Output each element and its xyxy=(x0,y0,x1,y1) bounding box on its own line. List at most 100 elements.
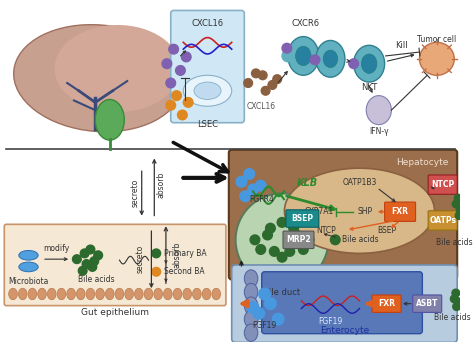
Circle shape xyxy=(73,255,81,263)
Ellipse shape xyxy=(296,46,311,66)
Circle shape xyxy=(244,169,255,179)
Circle shape xyxy=(273,75,282,84)
Ellipse shape xyxy=(194,82,221,100)
Circle shape xyxy=(236,193,328,286)
FancyBboxPatch shape xyxy=(262,272,422,334)
Ellipse shape xyxy=(125,288,134,300)
Circle shape xyxy=(152,249,161,258)
Text: FGF19: FGF19 xyxy=(253,321,277,330)
Circle shape xyxy=(285,247,295,256)
Ellipse shape xyxy=(37,288,46,300)
Text: ASBT: ASBT xyxy=(416,299,438,308)
Ellipse shape xyxy=(288,37,319,75)
Circle shape xyxy=(182,52,191,62)
Text: Hepatocyte: Hepatocyte xyxy=(396,158,448,167)
Circle shape xyxy=(458,202,466,210)
Text: secreto: secreto xyxy=(136,245,145,273)
Circle shape xyxy=(258,71,267,80)
Circle shape xyxy=(289,223,299,233)
Circle shape xyxy=(269,247,279,256)
Text: Primary BA: Primary BA xyxy=(164,249,207,258)
FancyBboxPatch shape xyxy=(384,202,416,221)
Ellipse shape xyxy=(47,288,56,300)
FancyBboxPatch shape xyxy=(232,265,457,342)
Text: CXCL16: CXCL16 xyxy=(191,19,224,28)
Ellipse shape xyxy=(183,75,232,106)
Text: SHP: SHP xyxy=(358,207,373,216)
Ellipse shape xyxy=(9,288,18,300)
Ellipse shape xyxy=(183,288,191,300)
Circle shape xyxy=(169,44,179,54)
Circle shape xyxy=(304,235,314,245)
Circle shape xyxy=(88,262,97,271)
Circle shape xyxy=(152,267,161,276)
Circle shape xyxy=(277,218,287,227)
Circle shape xyxy=(178,110,187,120)
FancyBboxPatch shape xyxy=(413,295,442,313)
Circle shape xyxy=(166,78,175,88)
Text: Bile acids: Bile acids xyxy=(436,238,473,247)
Text: LSEC: LSEC xyxy=(197,120,218,129)
Ellipse shape xyxy=(419,42,454,75)
Ellipse shape xyxy=(361,54,377,73)
Text: Kill: Kill xyxy=(395,41,407,50)
Circle shape xyxy=(452,289,460,297)
Ellipse shape xyxy=(19,262,38,272)
Circle shape xyxy=(455,212,463,220)
Text: OATP1B3: OATP1B3 xyxy=(342,178,377,187)
Circle shape xyxy=(264,298,276,309)
Text: Bile duct: Bile duct xyxy=(264,288,301,297)
Circle shape xyxy=(172,91,182,101)
FancyBboxPatch shape xyxy=(283,231,314,248)
Text: OATPs: OATPs xyxy=(429,216,456,225)
Text: Bile acids: Bile acids xyxy=(342,235,379,244)
Ellipse shape xyxy=(115,288,124,300)
Text: BSEP: BSEP xyxy=(292,214,313,223)
Circle shape xyxy=(282,44,292,53)
Text: IFN-γ: IFN-γ xyxy=(369,127,389,136)
Circle shape xyxy=(252,69,260,78)
Text: FGF19: FGF19 xyxy=(319,317,343,326)
Ellipse shape xyxy=(95,100,124,140)
Circle shape xyxy=(259,288,271,300)
Ellipse shape xyxy=(354,45,384,82)
Circle shape xyxy=(253,308,264,319)
Ellipse shape xyxy=(86,288,95,300)
Ellipse shape xyxy=(57,288,66,300)
Circle shape xyxy=(261,86,270,95)
Text: Bile acids: Bile acids xyxy=(434,313,471,322)
Circle shape xyxy=(80,249,89,258)
Text: KLB: KLB xyxy=(297,178,318,188)
FancyBboxPatch shape xyxy=(4,224,226,306)
Circle shape xyxy=(454,298,462,306)
FancyBboxPatch shape xyxy=(286,210,319,227)
Ellipse shape xyxy=(244,324,258,341)
Text: CXCL16: CXCL16 xyxy=(246,102,275,111)
Circle shape xyxy=(82,260,91,268)
FancyBboxPatch shape xyxy=(428,211,457,230)
Ellipse shape xyxy=(212,288,220,300)
Ellipse shape xyxy=(135,288,143,300)
Circle shape xyxy=(454,194,462,202)
Ellipse shape xyxy=(366,96,392,125)
FancyBboxPatch shape xyxy=(171,10,244,123)
Circle shape xyxy=(86,245,95,254)
Circle shape xyxy=(292,230,301,240)
Ellipse shape xyxy=(284,168,435,253)
Ellipse shape xyxy=(323,50,337,68)
Text: FGFR4: FGFR4 xyxy=(249,195,274,204)
Circle shape xyxy=(287,233,432,348)
Circle shape xyxy=(330,235,340,245)
Ellipse shape xyxy=(244,310,258,328)
Circle shape xyxy=(277,252,287,262)
Circle shape xyxy=(450,295,458,303)
Ellipse shape xyxy=(105,288,114,300)
Text: secreto: secreto xyxy=(130,179,139,207)
Ellipse shape xyxy=(244,297,258,314)
Text: modify: modify xyxy=(44,244,70,253)
Ellipse shape xyxy=(144,288,153,300)
Ellipse shape xyxy=(173,288,182,300)
Circle shape xyxy=(310,55,320,65)
FancyBboxPatch shape xyxy=(372,295,401,313)
Circle shape xyxy=(250,235,260,245)
